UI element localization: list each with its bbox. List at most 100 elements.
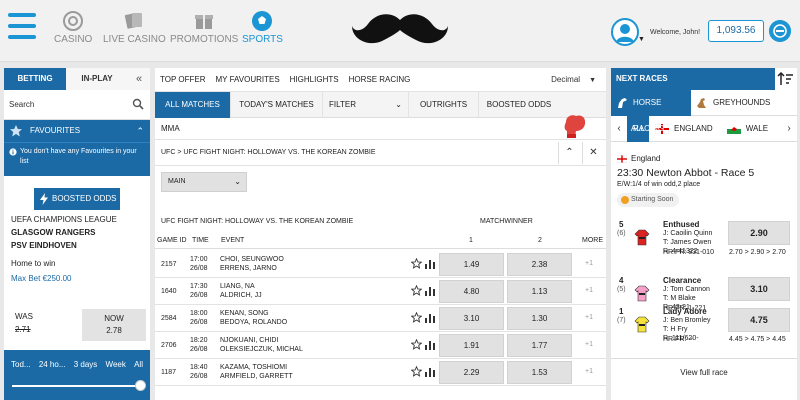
search-field[interactable]: Search xyxy=(4,90,150,120)
race-title[interactable]: 23:30 Newton Abbot - Race 5 xyxy=(617,167,755,179)
runner-name[interactable]: Enthused xyxy=(663,220,700,229)
subnav-horse-racing[interactable]: HORSE RACING xyxy=(348,75,411,84)
table-row[interactable]: 2706 18:20 26/08 NJOKUANI, CHIDI OLEKSIEJCZU… xyxy=(155,332,606,359)
runner-form: HR.FR: 831-010 xyxy=(663,249,714,256)
favourites-header[interactable]: FAVOURITES ⌃ xyxy=(4,120,150,142)
time-option-all[interactable]: All xyxy=(134,360,143,369)
close-icon[interactable]: ✕ xyxy=(582,142,604,164)
now-odds-button[interactable]: NOW 2.78 xyxy=(82,309,146,341)
table-row[interactable]: 1640 17:30 26/08 LIANG, NA ALDRICH, JJ 4.80 1.… xyxy=(155,278,606,305)
avatar-icon[interactable] xyxy=(611,18,639,46)
runner-odds-button[interactable]: 2.90 xyxy=(728,221,790,245)
runner-rating: R: 111/620- xyxy=(663,335,699,342)
tab-todays-matches[interactable]: TODAY'S MATCHES xyxy=(231,91,323,118)
region-wales[interactable]: WALE xyxy=(726,123,769,134)
star-icon[interactable] xyxy=(411,312,422,323)
tab-all-matches[interactable]: ALL MATCHES xyxy=(155,91,231,118)
runner-row[interactable]: 5 (6) Enthused J: Caoilin Quinn T: James Owe… xyxy=(611,218,797,266)
time-slider-track[interactable] xyxy=(12,385,140,387)
odds-button-2[interactable]: 1.13 xyxy=(507,280,572,303)
event-fighters[interactable]: KAZAMA, TOSHIOMI ARMFIELD, GARRETT xyxy=(220,363,293,381)
tab-in-play[interactable]: IN-PLAY xyxy=(66,68,128,90)
chevron-left-icon[interactable]: ‹ xyxy=(617,123,621,134)
star-icon[interactable] xyxy=(411,339,422,350)
sort-icon[interactable] xyxy=(775,68,797,90)
event-fighters[interactable]: KENAN, SONG BEDOYA, ROLANDO xyxy=(220,309,287,327)
tab-horse-racing[interactable]: HORSE RACING xyxy=(611,90,691,133)
chat-icon[interactable] xyxy=(769,20,791,42)
more-markets-link[interactable]: +1 xyxy=(585,368,593,375)
odds-button-2[interactable]: 1.77 xyxy=(507,334,572,357)
more-markets-link[interactable]: +1 xyxy=(585,314,593,321)
runner-odds-button[interactable]: 4.75 xyxy=(728,308,790,332)
market-select[interactable]: MAIN ⌄ xyxy=(161,172,247,192)
view-full-race-link[interactable]: View full race xyxy=(611,358,797,386)
stats-icon[interactable] xyxy=(425,339,435,350)
subnav-top-offer[interactable]: TOP OFFER xyxy=(160,75,206,84)
region-wales-label: WALE xyxy=(745,124,769,133)
nav-promotions[interactable]: PROMOTIONS xyxy=(170,10,238,45)
subnav-my-favourites[interactable]: MY FAVOURITES xyxy=(215,75,280,84)
tab-betting[interactable]: BETTING xyxy=(4,68,66,90)
star-icon[interactable] xyxy=(411,285,422,296)
time-option-24h[interactable]: 24 ho... xyxy=(38,360,66,369)
chevron-right-icon[interactable]: › xyxy=(787,123,791,134)
time-option-week[interactable]: Week xyxy=(105,360,126,369)
event-fighters[interactable]: LIANG, NA ALDRICH, JJ xyxy=(220,282,262,300)
region-england[interactable]: ENGLAND xyxy=(655,123,713,134)
jockey-silk-icon xyxy=(634,229,650,246)
chevron-up-icon[interactable]: ⌃ xyxy=(136,126,144,136)
runner-odds-button[interactable]: 3.10 xyxy=(728,277,790,301)
menu-icon[interactable] xyxy=(8,13,36,47)
odds-button-1[interactable]: 1.91 xyxy=(439,334,504,357)
stats-icon[interactable] xyxy=(425,285,435,296)
star-icon[interactable] xyxy=(411,258,422,269)
search-icon[interactable] xyxy=(132,98,144,110)
odds-button-2[interactable]: 1.30 xyxy=(507,307,572,330)
nav-casino[interactable]: CASINO xyxy=(54,10,92,45)
greyhounds-label: GREYHOUNDS xyxy=(713,98,771,107)
table-row[interactable]: 2157 17:00 26/08 CHOI, SEUNGWOO ERRENS, JARN… xyxy=(155,251,606,278)
region-all[interactable]: ALL xyxy=(627,115,649,142)
runner-row[interactable]: 1 (7) Lady Adore J: Ben Bromley T: H Fry R: 1… xyxy=(611,305,797,353)
event-time: 17:00 26/08 xyxy=(190,255,208,273)
chevron-down-icon[interactable]: ▼ xyxy=(638,36,645,43)
odds-button-1[interactable]: 4.80 xyxy=(439,280,504,303)
runner-name[interactable]: Clearance xyxy=(663,276,702,285)
balance-display[interactable]: 1,093.56 xyxy=(708,20,764,42)
time-option-3days[interactable]: 3 days xyxy=(73,360,98,369)
collapse-event-icon[interactable]: ⌃ xyxy=(558,142,580,164)
event-fighters[interactable]: NJOKUANI, CHIDI OLEKSIEJCZUK, MICHAL xyxy=(220,336,303,354)
runner-name[interactable]: Lady Adore xyxy=(663,307,707,316)
subnav-highlights[interactable]: HIGHLIGHTS xyxy=(289,75,339,84)
nav-live-casino[interactable]: LIVE CASINO xyxy=(103,10,166,45)
table-row[interactable]: 1187 18:40 26/08 KAZAMA, TOSHIOMI ARMFIELD, … xyxy=(155,359,606,386)
star-icon[interactable] xyxy=(411,366,422,377)
tab-boosted-odds[interactable]: BOOSTED ODDS xyxy=(486,99,552,109)
odds-button-1[interactable]: 2.29 xyxy=(439,361,504,384)
mustache-logo-icon[interactable] xyxy=(350,10,450,50)
table-row[interactable]: 2584 18:00 26/08 KENAN, SONG BEDOYA, ROLANDO… xyxy=(155,305,606,332)
tab-filter[interactable]: FILTER ⌄ xyxy=(323,91,409,118)
odds-button-2[interactable]: 1.53 xyxy=(507,361,572,384)
more-markets-link[interactable]: +1 xyxy=(585,341,593,348)
event-time-value: 18:40 xyxy=(190,364,208,371)
stats-icon[interactable] xyxy=(425,258,435,269)
nav-sports[interactable]: SPORTS xyxy=(242,10,283,45)
odds-button-1[interactable]: 1.49 xyxy=(439,253,504,276)
event-fighters[interactable]: CHOI, SEUNGWOO ERRENS, JARNO xyxy=(220,255,284,273)
runner-row[interactable]: 4 (5) Clearance J: Tom Cannon T: M Blake R: 4… xyxy=(611,274,797,322)
race-type-tabs: HORSE RACING GREYHOUNDS xyxy=(611,90,797,133)
time-slider-handle[interactable] xyxy=(135,380,146,391)
odds-format-select[interactable]: Decimal ▼ xyxy=(551,75,596,84)
time-option-today[interactable]: Tod... xyxy=(11,360,31,369)
odds-button-2[interactable]: 2.38 xyxy=(507,253,572,276)
more-markets-link[interactable]: +1 xyxy=(585,260,593,267)
tab-greyhounds[interactable]: GREYHOUNDS xyxy=(691,90,770,116)
collapse-sidebar-icon[interactable]: « xyxy=(128,68,150,90)
tab-outrights[interactable]: OUTRIGHTS xyxy=(409,91,479,118)
stats-icon[interactable] xyxy=(425,312,435,323)
more-markets-link[interactable]: +1 xyxy=(585,287,593,294)
stats-icon[interactable] xyxy=(425,366,435,377)
odds-button-1[interactable]: 3.10 xyxy=(439,307,504,330)
